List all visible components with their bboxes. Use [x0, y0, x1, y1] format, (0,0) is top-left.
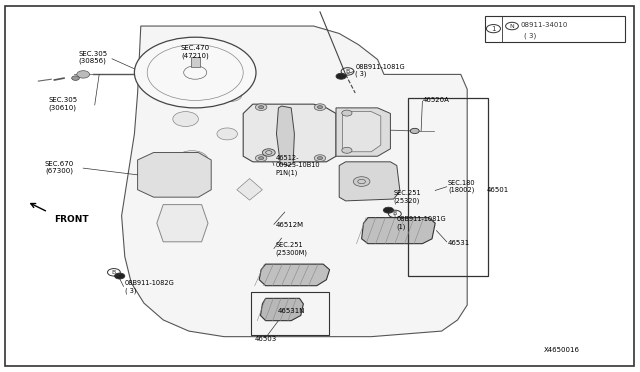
Polygon shape — [122, 26, 467, 337]
Circle shape — [342, 147, 352, 153]
Circle shape — [72, 76, 79, 80]
Polygon shape — [237, 179, 262, 200]
Circle shape — [219, 88, 242, 102]
Text: 46503: 46503 — [255, 336, 276, 341]
Text: 08911-34010: 08911-34010 — [521, 22, 568, 28]
Circle shape — [259, 157, 264, 160]
Text: SEC.305
(30610): SEC.305 (30610) — [48, 97, 77, 111]
Text: B: B — [393, 211, 397, 217]
Circle shape — [383, 207, 394, 213]
Text: 46501: 46501 — [486, 187, 509, 193]
Circle shape — [314, 155, 326, 161]
Circle shape — [410, 128, 419, 134]
Polygon shape — [339, 162, 400, 201]
Text: 46520A: 46520A — [422, 97, 449, 103]
Circle shape — [336, 73, 346, 79]
Text: 46512-
00923-10B10
P1N(1): 46512- 00923-10B10 P1N(1) — [275, 155, 320, 176]
Text: SEC.670
(67300): SEC.670 (67300) — [44, 161, 74, 174]
Text: B: B — [346, 69, 349, 74]
Text: FRONT: FRONT — [54, 215, 89, 224]
Text: SEC.305
(30856): SEC.305 (30856) — [78, 51, 108, 64]
Circle shape — [314, 104, 326, 110]
Polygon shape — [138, 153, 211, 197]
Text: ( 3): ( 3) — [524, 32, 536, 39]
Text: 46531: 46531 — [448, 240, 470, 246]
Text: 1: 1 — [491, 26, 496, 32]
Circle shape — [173, 112, 198, 126]
Polygon shape — [362, 218, 435, 244]
Polygon shape — [260, 298, 303, 321]
Text: N: N — [509, 23, 515, 29]
Bar — [408, 98, 488, 276]
Text: 08B911-1081G
( 3): 08B911-1081G ( 3) — [355, 64, 405, 77]
Text: 46531N: 46531N — [278, 308, 305, 314]
Circle shape — [176, 151, 208, 169]
Circle shape — [77, 71, 90, 78]
Bar — [251, 292, 329, 335]
Text: X4650016: X4650016 — [544, 347, 580, 353]
Circle shape — [259, 106, 264, 109]
Text: 08B911-1082G
( 3): 08B911-1082G ( 3) — [125, 280, 175, 294]
Text: 08B911-1081G
(1): 08B911-1081G (1) — [397, 217, 447, 230]
Bar — [485, 16, 625, 42]
Text: SEC.251
(25300M): SEC.251 (25300M) — [275, 243, 307, 256]
Circle shape — [353, 177, 370, 186]
Polygon shape — [170, 175, 205, 190]
Text: B: B — [112, 270, 116, 275]
Text: SEC.251
(25320): SEC.251 (25320) — [394, 190, 421, 204]
Circle shape — [217, 128, 237, 140]
Polygon shape — [259, 264, 330, 286]
Text: SEC.180
(18002): SEC.180 (18002) — [448, 180, 476, 193]
Polygon shape — [336, 108, 390, 156]
Circle shape — [134, 37, 256, 108]
Circle shape — [255, 104, 267, 110]
Polygon shape — [176, 82, 202, 97]
Circle shape — [317, 106, 323, 109]
Polygon shape — [342, 112, 381, 152]
Circle shape — [342, 110, 352, 116]
Polygon shape — [243, 104, 336, 162]
Polygon shape — [157, 205, 208, 242]
Circle shape — [262, 149, 275, 156]
Text: SEC.470
(47210): SEC.470 (47210) — [180, 45, 210, 59]
Circle shape — [115, 273, 125, 279]
Bar — [191, 57, 200, 67]
Polygon shape — [276, 106, 294, 166]
Circle shape — [317, 157, 323, 160]
Circle shape — [255, 155, 267, 161]
Text: 46512M: 46512M — [275, 222, 303, 228]
